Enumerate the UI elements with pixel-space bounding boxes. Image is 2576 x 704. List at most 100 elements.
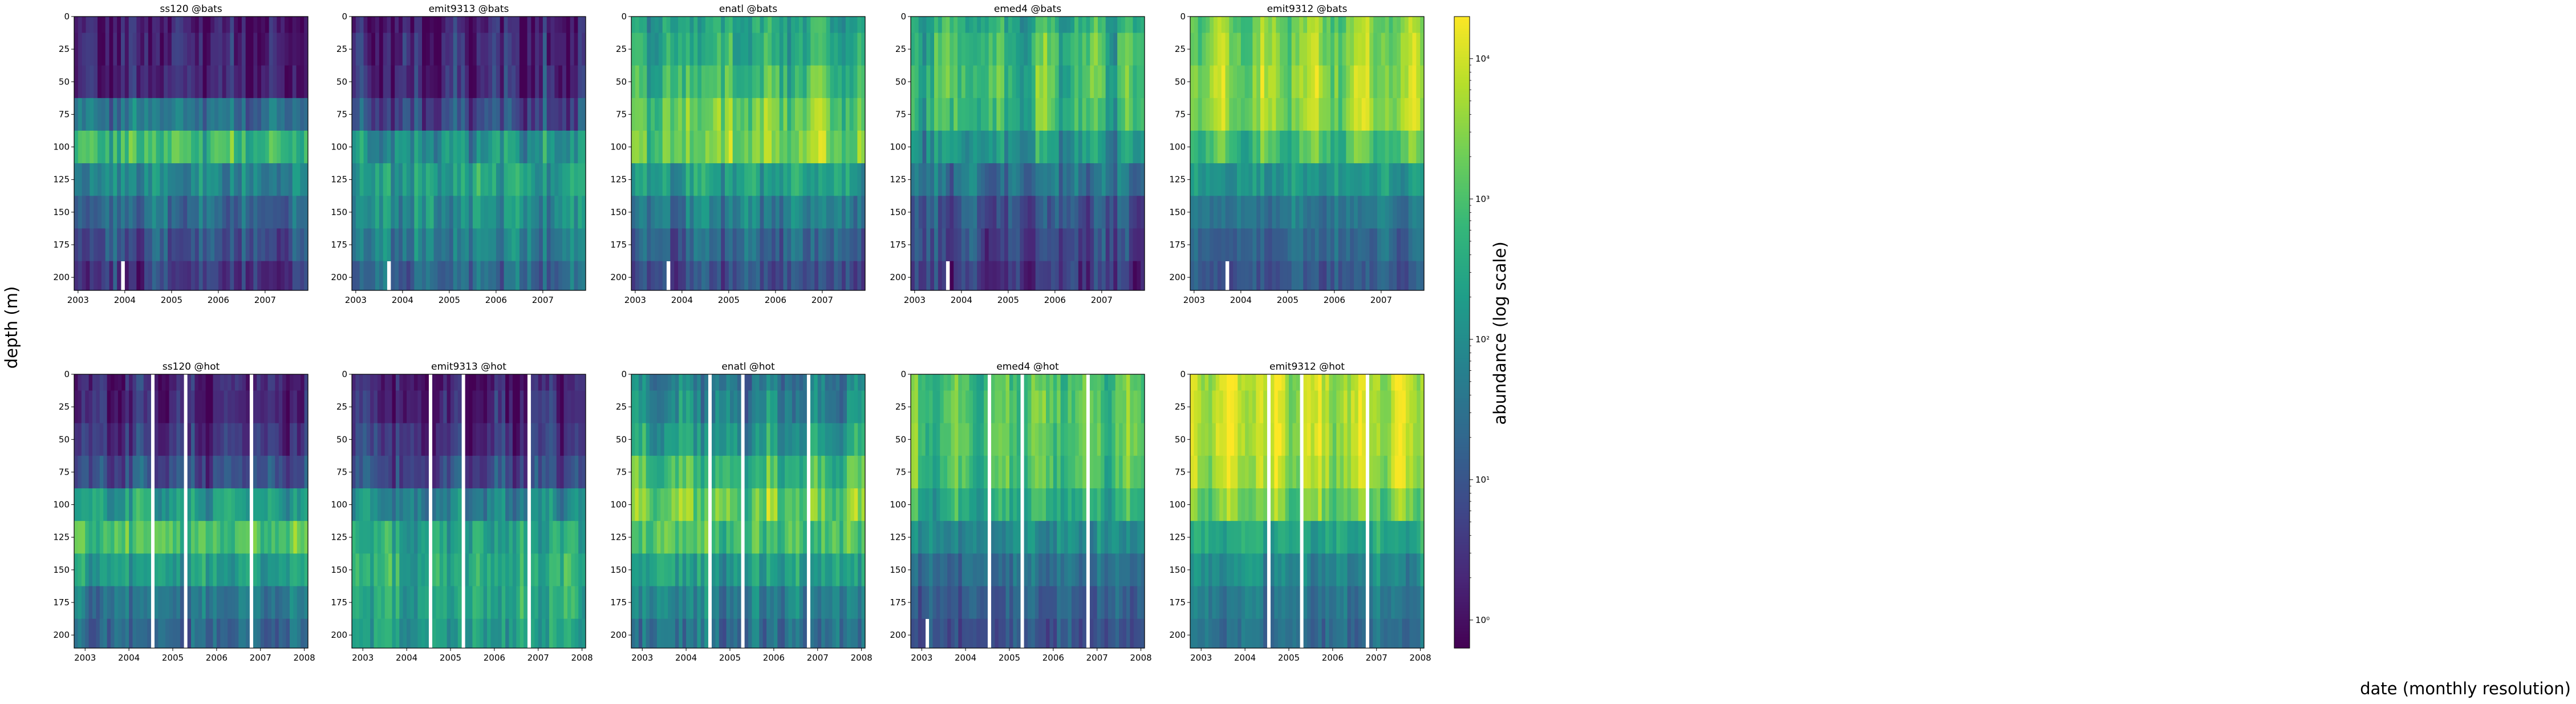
heatmap-cell	[439, 553, 444, 586]
heatmap-cell	[988, 98, 993, 131]
heatmap-cell	[375, 33, 380, 66]
heatmap-cell	[1013, 374, 1017, 391]
heatmap-cell	[538, 553, 542, 586]
heatmap-cell	[1000, 163, 1005, 196]
heatmap-cell	[238, 423, 243, 456]
heatmap-cell	[74, 553, 78, 586]
heatmap-cell	[363, 196, 368, 229]
heatmap-cell	[465, 17, 469, 33]
heatmap-cell	[171, 196, 176, 229]
heatmap-cell	[1031, 196, 1036, 229]
heatmap-cell	[764, 196, 768, 229]
heatmap-cell	[969, 374, 973, 391]
heatmap-cell	[539, 33, 543, 66]
heatmap-cell	[701, 131, 706, 164]
panel-frame	[351, 16, 586, 291]
heatmap-cell	[858, 455, 862, 489]
heatmap-cell	[78, 163, 83, 196]
heatmap-cell	[156, 65, 160, 99]
heatmap-cell	[556, 390, 561, 424]
heatmap-cell	[363, 586, 367, 619]
heatmap-cell	[1264, 131, 1269, 164]
heatmap-cell	[78, 33, 83, 66]
heatmap-cell	[98, 163, 102, 196]
heatmap-cell	[1039, 98, 1044, 131]
heatmap-cell	[355, 163, 360, 196]
heatmap-cell	[1225, 131, 1230, 164]
heatmap-cell	[187, 65, 192, 99]
heatmap-cell	[418, 33, 423, 66]
heatmap-cell	[164, 98, 168, 131]
heatmap-cell	[1217, 163, 1222, 196]
heatmap-cell	[562, 98, 567, 131]
heatmap-cell	[1117, 17, 1122, 33]
heatmap-cell	[934, 98, 939, 131]
heatmap-cell	[954, 163, 958, 196]
heatmap-cell	[988, 163, 993, 196]
heatmap-cell	[973, 261, 977, 291]
heatmap-cell	[505, 390, 509, 424]
heatmap-cell	[125, 374, 129, 391]
heatmap-cell	[425, 618, 429, 649]
heatmap-cell	[705, 163, 710, 196]
y-tick-label: 75	[59, 109, 70, 119]
heatmap-cell	[563, 423, 568, 456]
heatmap-cell	[777, 618, 782, 649]
heatmap-cell	[549, 390, 553, 424]
heatmap-cell	[512, 261, 516, 291]
heatmap-cell	[929, 586, 933, 619]
heatmap-cell	[465, 98, 469, 131]
heatmap-cell	[121, 521, 126, 554]
heatmap-cell	[147, 618, 151, 649]
heatmap-cell	[421, 553, 425, 586]
heatmap-cell	[202, 374, 206, 391]
heatmap-cell	[504, 33, 508, 66]
heatmap-cell	[98, 65, 102, 99]
heatmap-cell	[646, 618, 650, 649]
heatmap-cell	[726, 521, 731, 554]
heatmap-cell	[845, 33, 850, 66]
heatmap-cell	[1206, 261, 1210, 291]
heatmap-cell	[1082, 33, 1086, 66]
heatmap-cell	[798, 228, 804, 261]
heatmap-cell	[370, 423, 374, 456]
heatmap-cell	[439, 586, 444, 619]
heatmap-cell	[1268, 163, 1272, 196]
heatmap-cell	[740, 98, 745, 131]
heatmap-cell	[213, 390, 217, 424]
heatmap-cell	[770, 390, 774, 424]
heatmap-cell	[635, 390, 639, 424]
heatmap-cell	[545, 521, 550, 554]
heatmap-cell	[457, 455, 462, 489]
heatmap-cell	[78, 196, 83, 229]
heatmap-cell	[849, 163, 854, 196]
heatmap-cell	[387, 98, 391, 131]
heatmap-cell	[395, 131, 399, 164]
heatmap-cell	[922, 261, 927, 291]
heatmap-cell	[261, 131, 266, 164]
heatmap-cell	[1214, 17, 1218, 33]
heatmap-cell	[685, 228, 690, 261]
heatmap-cell	[379, 196, 384, 229]
heatmap-cell	[1121, 98, 1126, 131]
heatmap-cell	[717, 261, 721, 291]
heatmap-cell	[656, 488, 661, 521]
heatmap-cell	[96, 488, 100, 521]
heatmap-cell	[560, 423, 564, 456]
heatmap-cell	[946, 17, 950, 33]
heatmap-cell	[194, 521, 199, 554]
heatmap-cell	[421, 390, 425, 424]
heatmap-cell	[158, 521, 163, 554]
heatmap-cell	[172, 455, 177, 489]
heatmap-cell	[1295, 261, 1300, 291]
heatmap-cell	[520, 374, 524, 391]
heatmap-cell	[744, 374, 749, 391]
heatmap-cell	[549, 374, 553, 391]
heatmap-cell	[1420, 65, 1425, 99]
heatmap-cell	[90, 98, 94, 131]
heatmap-cell	[1214, 98, 1218, 131]
heatmap-cell	[461, 261, 465, 291]
heatmap-cell	[300, 17, 305, 33]
heatmap-cell	[914, 374, 919, 391]
y-tick-label: 50	[1175, 76, 1186, 87]
